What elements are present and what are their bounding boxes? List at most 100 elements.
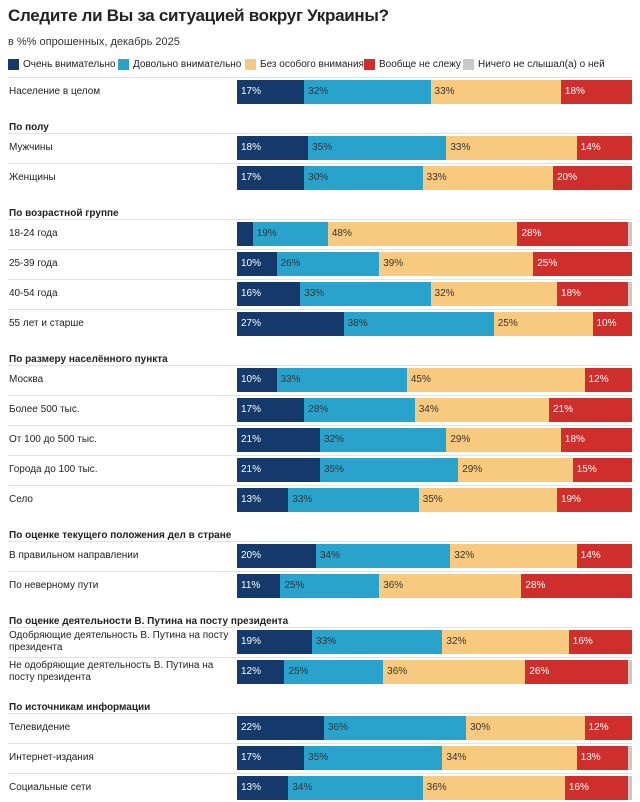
group-heading: По оценке деятельности В. Путина на пост… — [9, 616, 289, 627]
bar-segment — [237, 136, 309, 160]
value-label: 25% — [497, 318, 518, 329]
value-label: 35% — [323, 464, 344, 475]
row-label: Население в целом — [9, 86, 101, 97]
row-label: Женщины — [9, 172, 56, 183]
value-label: 33% — [434, 86, 455, 97]
value-label: 12% — [588, 722, 609, 733]
bar-segment — [422, 166, 553, 190]
bar-row: 20% 34% 32% 14% — [237, 544, 632, 568]
row-label: В правильном направлении — [9, 550, 139, 561]
group-heading: По оценке текущего положения дел в стран… — [9, 530, 232, 541]
row-label: 25-39 года — [9, 258, 58, 269]
legend-item: Довольно внимательно — [118, 58, 241, 70]
value-label: 38% — [347, 318, 368, 329]
value-label: 20% — [241, 550, 262, 561]
bar-row: 13% 33% 35% 19% — [237, 488, 632, 512]
row-separator — [8, 541, 632, 542]
bar-row: 11% 25% 36% 28% — [237, 574, 632, 598]
value-label: 35% — [422, 494, 443, 505]
row-label: 40-54 года — [9, 288, 58, 299]
bar-segment — [379, 252, 534, 276]
value-label: 29% — [450, 434, 471, 445]
group-heading: По размеру населённого пункта — [9, 354, 168, 365]
row-separator — [8, 395, 632, 396]
value-label: 15% — [576, 464, 597, 475]
bar-row: 19% 33% 32% 16% — [237, 630, 632, 654]
bar-segment — [560, 80, 632, 104]
bar-segment — [343, 312, 494, 336]
bar-segment — [418, 488, 557, 512]
bar-row: 17% 28% 34% 21% — [237, 398, 632, 422]
value-label: 12% — [588, 374, 609, 385]
bar-segment — [592, 312, 632, 336]
legend-swatch — [245, 58, 256, 70]
value-label: 36% — [387, 666, 408, 677]
bar-segment — [237, 458, 320, 482]
value-label: 13% — [580, 752, 601, 763]
legend-swatch — [463, 58, 474, 70]
value-label: 32% — [308, 86, 329, 97]
value-label: 18% — [564, 86, 585, 97]
bar-segment — [237, 544, 316, 568]
row-label: От 100 до 500 тыс. — [9, 434, 97, 445]
value-label: 25% — [537, 258, 558, 269]
bar-segment — [533, 252, 632, 276]
legend-item: Вообще не слежу — [364, 58, 461, 70]
value-label: 34% — [292, 782, 313, 793]
bar-row: 16% 33% 32% 18% — [237, 282, 632, 306]
bar-segment — [556, 282, 629, 306]
bar-segment — [442, 746, 577, 770]
value-label: 17% — [241, 86, 262, 97]
row-separator — [8, 627, 632, 628]
bar-segment — [312, 630, 443, 654]
legend-item: Ничего не слышал(а) о ней — [463, 58, 605, 70]
bar-row: 17% 32% 33% 18% — [237, 80, 632, 104]
bar-row: 17% 30% 33% 20% — [237, 166, 632, 190]
value-label: 26% — [529, 666, 550, 677]
value-label: 25% — [284, 580, 305, 591]
bar-segment — [300, 282, 431, 306]
bar-segment — [237, 368, 277, 392]
row-label: Мужчины — [9, 142, 53, 153]
bar-segment — [628, 222, 632, 246]
row-separator — [8, 133, 632, 134]
bar-segment — [628, 776, 632, 800]
legend-swatch — [8, 58, 19, 70]
bar-row: 10% 26% 39% 25% — [237, 252, 632, 276]
bar-segment — [237, 80, 305, 104]
value-label: 36% — [327, 722, 348, 733]
bar-row: 18% 35% 33% 14% — [237, 136, 632, 160]
bar-segment — [237, 428, 320, 452]
bar-segment — [237, 222, 253, 246]
bar-segment — [327, 222, 518, 246]
bar-segment — [442, 630, 569, 654]
bar-row: 21% 35% 29% 15% — [237, 458, 632, 482]
row-separator — [8, 309, 632, 310]
bar-segment — [517, 222, 629, 246]
bar-segment — [628, 282, 632, 306]
row-label: Интернет-издания — [9, 752, 94, 763]
value-label: 10% — [241, 374, 262, 385]
row-label: Село — [9, 494, 33, 505]
bar-segment — [276, 368, 407, 392]
legend-label: Вообще не слежу — [379, 58, 461, 70]
bar-segment — [304, 398, 415, 422]
value-label: 32% — [434, 288, 455, 299]
bar-segment — [319, 458, 459, 482]
row-separator — [8, 713, 632, 714]
row-separator — [8, 77, 632, 78]
value-label: 16% — [572, 636, 593, 647]
bar-segment — [446, 136, 577, 160]
bar-segment — [237, 746, 305, 770]
bar-segment — [288, 488, 419, 512]
bar-segment — [576, 136, 632, 160]
bar-row: 13% 34% 36% 16% — [237, 776, 632, 800]
bar-segment — [237, 252, 277, 276]
bar-segment — [576, 544, 632, 568]
row-separator — [8, 365, 632, 366]
bar-segment — [316, 544, 451, 568]
value-label: 36% — [383, 580, 404, 591]
value-label: 12% — [241, 666, 262, 677]
bar-segment — [237, 312, 344, 336]
value-label: 16% — [241, 288, 262, 299]
